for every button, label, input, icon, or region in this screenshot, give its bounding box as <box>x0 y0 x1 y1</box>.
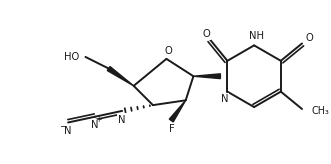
Text: HO: HO <box>65 52 80 62</box>
Text: −: − <box>59 121 66 130</box>
Text: O: O <box>202 29 210 39</box>
Polygon shape <box>193 74 220 79</box>
Polygon shape <box>107 67 134 86</box>
Text: +: + <box>95 115 101 124</box>
Text: N: N <box>91 120 99 130</box>
Polygon shape <box>169 100 186 122</box>
Text: NH: NH <box>249 31 263 41</box>
Text: N: N <box>65 126 72 136</box>
Text: N: N <box>118 115 126 125</box>
Text: F: F <box>169 124 175 134</box>
Text: O: O <box>306 33 313 43</box>
Text: O: O <box>165 46 172 56</box>
Text: CH₃: CH₃ <box>312 106 330 116</box>
Text: N: N <box>221 94 228 104</box>
